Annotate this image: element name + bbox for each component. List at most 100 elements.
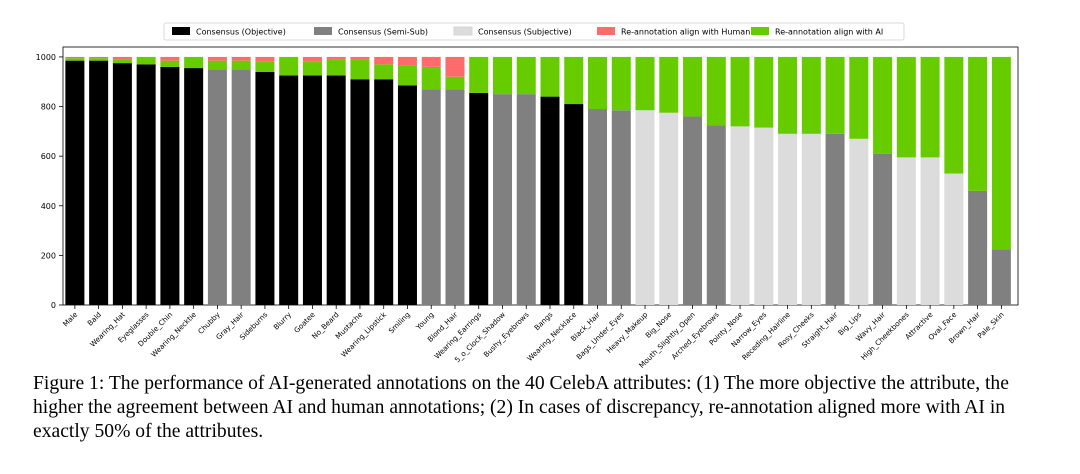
bar-consensus-semi bbox=[825, 133, 845, 305]
bar-align-ai bbox=[991, 56, 1011, 250]
bar-align-human bbox=[207, 56, 227, 61]
bar-align-human bbox=[374, 56, 394, 65]
bar-align-ai bbox=[184, 56, 204, 69]
bar-align-human bbox=[350, 56, 370, 60]
bar-consensus-objective bbox=[112, 63, 132, 305]
bar-consensus-objective bbox=[564, 104, 584, 305]
y-tick-label: 0 bbox=[51, 301, 56, 310]
bar-consensus-subjective bbox=[896, 157, 916, 305]
legend-box bbox=[163, 22, 905, 41]
bar-consensus-objective bbox=[302, 75, 322, 306]
bar-align-ai bbox=[350, 59, 370, 80]
bar-consensus-objective bbox=[374, 79, 394, 305]
bar-align-ai bbox=[588, 56, 608, 110]
y-tick-label: 1000 bbox=[36, 53, 56, 62]
x-tick-label: Bald bbox=[85, 310, 103, 328]
bar-consensus-semi bbox=[516, 94, 536, 305]
bar-consensus-semi bbox=[492, 94, 512, 305]
bar-align-human bbox=[397, 56, 417, 66]
bar-align-ai bbox=[492, 56, 512, 95]
bar-align-ai bbox=[326, 59, 346, 76]
bar-consensus-objective bbox=[350, 79, 370, 305]
legend-swatch bbox=[453, 26, 473, 36]
y-tick-label: 400 bbox=[41, 202, 56, 211]
bar-consensus-objective bbox=[160, 66, 180, 305]
legend-label: Consensus (Objective) bbox=[196, 28, 286, 37]
bar-consensus-objective bbox=[469, 92, 489, 306]
y-tick-label: 600 bbox=[41, 152, 56, 161]
x-tick-label: Blurry bbox=[272, 310, 294, 332]
bar-align-ai bbox=[207, 60, 227, 70]
bar-align-ai bbox=[421, 66, 441, 90]
bar-align-ai bbox=[778, 56, 798, 134]
bar-align-human bbox=[421, 56, 441, 67]
bar-align-ai bbox=[706, 56, 726, 126]
x-tick-label: Wearing_Lipstick bbox=[339, 309, 389, 359]
x-tick-label: Heavy_Makeup bbox=[605, 310, 650, 355]
bar-align-ai bbox=[659, 56, 679, 113]
bar-consensus-subjective bbox=[920, 157, 940, 305]
bar-align-human bbox=[302, 56, 322, 62]
bar-consensus-semi bbox=[991, 249, 1011, 305]
bar-consensus-objective bbox=[136, 64, 156, 305]
bar-align-ai bbox=[920, 56, 940, 158]
bar-consensus-semi bbox=[445, 89, 465, 305]
bar-align-ai bbox=[849, 56, 869, 139]
bar-align-human bbox=[231, 56, 251, 61]
bar-consensus-objective bbox=[326, 75, 346, 306]
legend-swatch bbox=[751, 27, 769, 35]
bar-consensus-semi bbox=[873, 153, 893, 305]
bar-consensus-semi bbox=[968, 190, 988, 305]
x-tick-label: Young bbox=[413, 310, 435, 332]
bar-consensus-objective bbox=[279, 75, 299, 306]
bar-align-ai bbox=[374, 64, 394, 80]
legend-label: Re-annotation align with AI bbox=[775, 28, 883, 37]
bar-align-ai bbox=[564, 56, 584, 105]
bar-align-human bbox=[160, 56, 180, 61]
bar-consensus-subjective bbox=[778, 133, 798, 305]
bar-align-ai bbox=[255, 61, 275, 72]
bar-align-human bbox=[445, 56, 465, 77]
legend-swatch bbox=[314, 27, 332, 35]
y-tick-label: 800 bbox=[41, 103, 56, 112]
bar-consensus-subjective bbox=[801, 133, 821, 305]
x-tick-label: Male bbox=[61, 310, 80, 329]
bar-align-ai bbox=[112, 59, 132, 64]
bar-align-ai bbox=[754, 56, 774, 128]
bar-align-human bbox=[89, 56, 109, 59]
bar-align-ai bbox=[279, 56, 299, 76]
bar-align-ai bbox=[873, 56, 893, 154]
bar-consensus-semi bbox=[588, 109, 608, 306]
bar-align-ai bbox=[968, 56, 988, 191]
bar-align-ai bbox=[136, 56, 156, 65]
bar-consensus-semi bbox=[683, 116, 703, 305]
x-tick-label: Smiling bbox=[387, 310, 412, 335]
bar-consensus-subjective bbox=[849, 138, 869, 305]
bar-align-human bbox=[326, 56, 346, 60]
bar-consensus-subjective bbox=[635, 110, 655, 305]
legend-swatch bbox=[172, 27, 190, 35]
bar-align-ai bbox=[397, 65, 417, 86]
bar-consensus-subjective bbox=[944, 173, 964, 305]
bar-align-ai bbox=[516, 56, 536, 95]
bar-align-human bbox=[112, 56, 132, 60]
bar-align-ai bbox=[65, 58, 85, 61]
bar-consensus-objective bbox=[184, 68, 204, 305]
bar-consensus-semi bbox=[207, 69, 227, 305]
legend-label: Re-annotation align with Human bbox=[621, 28, 750, 37]
bar-align-human bbox=[255, 56, 275, 62]
bar-consensus-semi bbox=[706, 125, 726, 306]
bar-align-ai bbox=[801, 56, 821, 134]
x-tick-label: Bushy_Eyebrows bbox=[482, 310, 531, 359]
bar-align-ai bbox=[445, 76, 465, 90]
bar-consensus-objective bbox=[65, 60, 85, 306]
legend-label: Consensus (Subjective) bbox=[478, 28, 572, 37]
figure-caption: Figure 1: The performance of AI-generate… bbox=[33, 373, 1009, 442]
bar-align-ai bbox=[683, 56, 703, 117]
bar-align-ai bbox=[611, 56, 631, 111]
bar-align-ai bbox=[89, 58, 109, 61]
bar-align-ai bbox=[231, 60, 251, 70]
bar-align-ai bbox=[825, 56, 845, 134]
bar-consensus-subjective bbox=[754, 127, 774, 305]
